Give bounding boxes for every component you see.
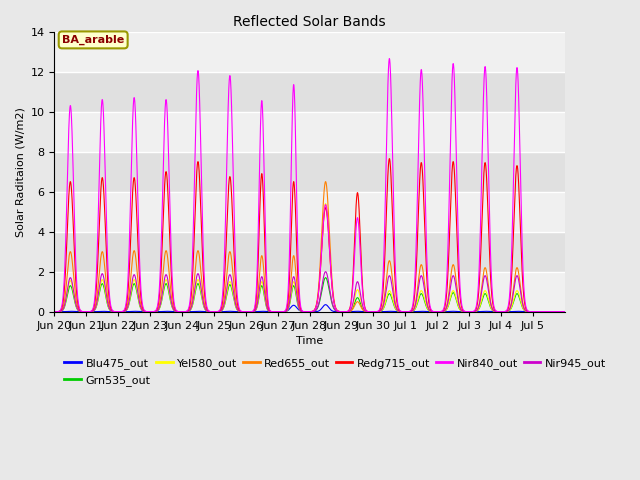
Red655_out <box>561 309 569 314</box>
Blu475_out <box>356 309 364 314</box>
Blu475_out <box>449 308 457 314</box>
Yel580_out <box>156 303 164 309</box>
Line: Blu475_out: Blu475_out <box>54 305 565 312</box>
Red655_out <box>328 281 336 287</box>
Bar <box>54 72 565 111</box>
Blu475_out <box>488 309 495 314</box>
Yel580_out <box>449 288 457 294</box>
Yel580_out <box>51 309 58 314</box>
Nir945_out <box>328 300 336 306</box>
Line: Nir840_out: Nir840_out <box>54 59 565 312</box>
Blu475_out <box>561 309 569 314</box>
Red655_out <box>449 262 457 268</box>
Line: Yel580_out: Yel580_out <box>54 204 565 312</box>
Y-axis label: Solar Raditaion (W/m2): Solar Raditaion (W/m2) <box>15 107 25 237</box>
Bar <box>54 32 565 72</box>
Grn535_out <box>356 298 364 304</box>
Blu475_out <box>322 302 330 308</box>
Nir945_out <box>51 309 58 314</box>
Yel580_out <box>488 306 495 312</box>
Yel580_out <box>356 292 364 298</box>
Red655_out <box>475 304 483 310</box>
Redg715_out <box>449 159 457 165</box>
Yel580_out <box>475 306 483 312</box>
Red655_out <box>156 298 164 303</box>
Line: Grn535_out: Grn535_out <box>54 277 565 312</box>
Grn535_out <box>322 275 330 280</box>
Grn535_out <box>51 309 58 314</box>
Bar <box>54 232 565 272</box>
Nir840_out <box>156 269 164 275</box>
Nir945_out <box>356 286 364 292</box>
Grn535_out <box>561 309 569 314</box>
Bar <box>54 272 565 312</box>
Nir945_out <box>561 309 569 314</box>
Redg715_out <box>488 290 495 296</box>
Nir840_out <box>356 236 364 242</box>
Red655_out <box>356 301 364 307</box>
Redg715_out <box>156 283 164 288</box>
Red655_out <box>51 309 58 314</box>
Nir945_out <box>156 302 164 308</box>
Nir840_out <box>51 309 58 314</box>
Nir945_out <box>322 269 330 275</box>
Red655_out <box>322 179 330 184</box>
Nir840_out <box>561 309 569 314</box>
Blu475_out <box>475 309 483 314</box>
Nir945_out <box>475 305 483 311</box>
Redg715_out <box>561 309 569 314</box>
Nir840_out <box>475 281 483 287</box>
Line: Redg715_out: Redg715_out <box>54 158 565 312</box>
Grn535_out <box>475 307 483 312</box>
Yel580_out <box>561 309 569 314</box>
Blu475_out <box>328 308 336 314</box>
Yel580_out <box>328 286 336 291</box>
Red655_out <box>488 303 495 309</box>
Redg715_out <box>51 309 58 314</box>
Grn535_out <box>488 307 495 312</box>
Yel580_out <box>322 201 330 206</box>
Nir840_out <box>488 278 495 284</box>
Grn535_out <box>328 301 336 307</box>
Redg715_out <box>356 217 364 223</box>
Blu475_out <box>51 309 58 314</box>
Nir840_out <box>385 56 393 61</box>
Bar <box>54 192 565 232</box>
Text: BA_arable: BA_arable <box>62 35 124 45</box>
Nir945_out <box>449 273 457 278</box>
X-axis label: Time: Time <box>296 336 323 346</box>
Nir840_out <box>449 61 457 67</box>
Line: Nir945_out: Nir945_out <box>54 272 565 312</box>
Title: Reflected Solar Bands: Reflected Solar Bands <box>234 15 386 29</box>
Grn535_out <box>449 290 457 296</box>
Bar <box>54 111 565 152</box>
Legend: Blu475_out, Grn535_out, Yel580_out, Red655_out, Redg715_out, Nir840_out, Nir945_: Blu475_out, Grn535_out, Yel580_out, Red6… <box>60 354 611 390</box>
Bar <box>54 152 565 192</box>
Grn535_out <box>156 303 164 309</box>
Nir840_out <box>328 285 336 290</box>
Nir945_out <box>488 304 495 310</box>
Blu475_out <box>156 309 164 314</box>
Redg715_out <box>385 156 393 161</box>
Redg715_out <box>328 285 336 291</box>
Line: Red655_out: Red655_out <box>54 181 565 312</box>
Redg715_out <box>475 292 483 298</box>
